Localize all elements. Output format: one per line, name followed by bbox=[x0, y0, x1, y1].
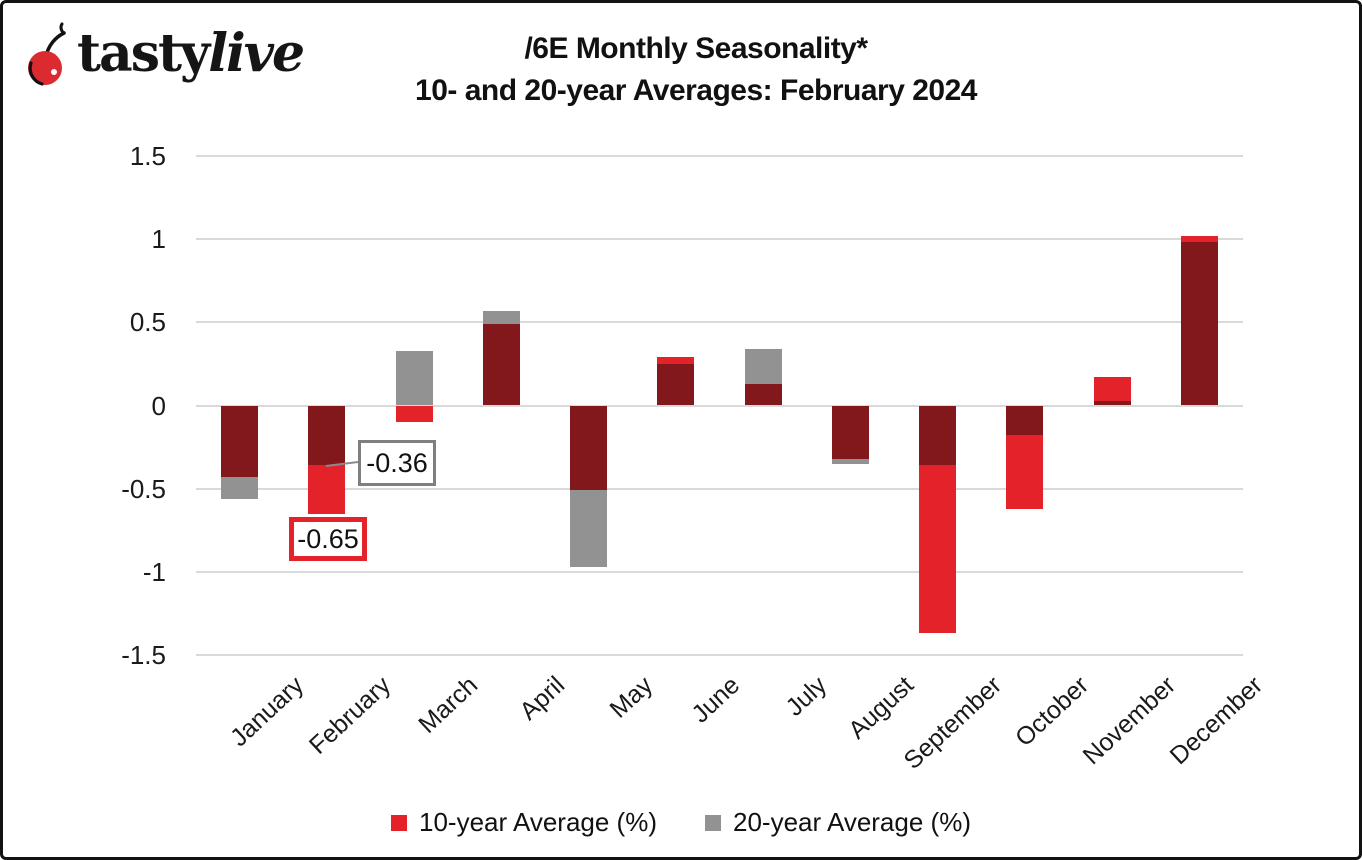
bar-may-20yr bbox=[570, 490, 608, 567]
y-axis-tick-label: -1 bbox=[142, 556, 166, 587]
bar-november-10yr bbox=[1093, 377, 1131, 401]
gridline bbox=[196, 238, 1243, 241]
bar-july-20yr bbox=[744, 348, 782, 384]
callout-20-year-text: -0.36 bbox=[366, 447, 428, 478]
bar-january-overlap bbox=[221, 405, 259, 478]
bar-december-10yr bbox=[1180, 235, 1218, 243]
bar-november-overlap bbox=[1093, 400, 1131, 406]
bar-may-overlap bbox=[570, 405, 608, 491]
bar-december-overlap bbox=[1180, 242, 1218, 406]
gridline bbox=[196, 570, 1243, 573]
bar-february-10yr bbox=[308, 465, 346, 514]
bar-august-overlap bbox=[831, 405, 869, 459]
legend-item-10-year: 10-year Average (%) bbox=[391, 807, 657, 838]
chart-title: /6E Monthly Seasonality* bbox=[524, 32, 868, 65]
gridline bbox=[196, 155, 1243, 157]
y-axis-tick-label: -0.5 bbox=[121, 473, 166, 504]
y-axis-tick-label: 1.5 bbox=[129, 141, 166, 171]
tastylive-logo: tastylive bbox=[23, 17, 305, 97]
legend-swatch-10-year bbox=[391, 814, 408, 831]
gridline bbox=[196, 404, 1243, 407]
legend: 10-year Average (%) 20-year Average (%) bbox=[3, 807, 1359, 838]
bar-march-20yr bbox=[395, 350, 433, 406]
bar-september-10yr bbox=[919, 465, 957, 634]
bar-june-overlap bbox=[657, 363, 695, 406]
gridline bbox=[196, 487, 1243, 490]
title-block: /6E Monthly Seasonality* 10- and 20-year… bbox=[33, 29, 1359, 111]
callout-20-year-value: -0.36 bbox=[358, 440, 436, 486]
y-axis-tick-label: 0 bbox=[151, 390, 166, 421]
bar-september-overlap bbox=[919, 405, 957, 466]
bar-october-10yr bbox=[1006, 435, 1044, 509]
callout-10-year-text: -0.65 bbox=[297, 523, 359, 554]
bar-february-overlap bbox=[308, 405, 346, 466]
legend-swatch-20-year bbox=[705, 814, 721, 831]
logo-tasty: tasty bbox=[77, 23, 210, 84]
bar-july-overlap bbox=[744, 383, 782, 406]
plot-area: 1.5 1 0.5 0 -0.5 -1 -1.5 January February March Ap… bbox=[121, 141, 1268, 775]
cherry-icon bbox=[28, 22, 66, 86]
gridline bbox=[196, 654, 1243, 656]
logo-live: live bbox=[208, 23, 305, 84]
bar-march-10yr bbox=[395, 405, 433, 423]
bar-june-10yr bbox=[657, 357, 695, 364]
y-axis-tick-label: -1.5 bbox=[121, 640, 166, 670]
bar-august-20yr bbox=[831, 458, 869, 464]
gridline bbox=[196, 321, 1243, 324]
y-axis-tick-label: 0.5 bbox=[129, 307, 166, 338]
chart-subtitle: 10- and 20-year Averages: February 2024 bbox=[415, 74, 977, 107]
legend-label-10-year: 10-year Average (%) bbox=[419, 807, 657, 837]
legend-item-20-year: 20-year Average (%) bbox=[705, 807, 971, 838]
y-axis-tick-label: 1 bbox=[151, 224, 166, 255]
bar-october-overlap bbox=[1006, 405, 1044, 436]
logo-wordmark: tastylive bbox=[77, 17, 305, 91]
bar-april-overlap bbox=[482, 323, 520, 406]
bar-january-20yr bbox=[221, 477, 259, 499]
bar-april-20yr bbox=[482, 310, 520, 324]
callout-10-year-value: -0.65 bbox=[289, 517, 367, 561]
legend-label-20-year: 20-year Average (%) bbox=[733, 807, 971, 837]
